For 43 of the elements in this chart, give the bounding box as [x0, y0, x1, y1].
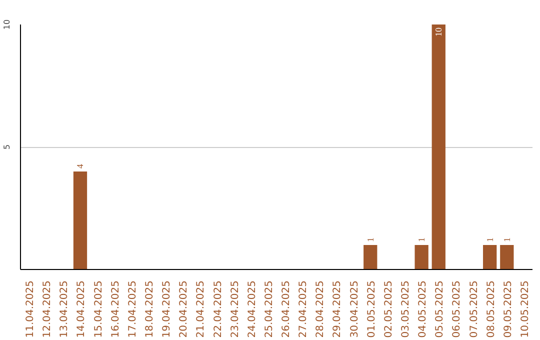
- x-tick-label: 01.05.2025: [366, 280, 378, 338]
- x-tick-label: 08.05.2025: [486, 280, 497, 338]
- data-label: 1: [502, 238, 512, 242]
- x-tick-label: 05.05.2025: [434, 280, 446, 338]
- x-tick-label: 09.05.2025: [502, 280, 514, 338]
- x-tick-label: 06.05.2025: [452, 280, 463, 338]
- x-tick-label: 23.04.2025: [230, 280, 241, 338]
- data-label: 10: [434, 27, 444, 36]
- bar: [432, 24, 446, 270]
- x-tick-label: 14.04.2025: [76, 280, 88, 338]
- bar: [414, 245, 428, 270]
- x-tick-label: 15.04.2025: [93, 280, 104, 338]
- data-label: 1: [484, 238, 495, 242]
- x-tick-label: 26.04.2025: [281, 280, 292, 338]
- x-tick-label: 30.04.2025: [349, 280, 360, 338]
- x-tick-label: 24.04.2025: [246, 280, 258, 338]
- x-tick-label: 10.05.2025: [520, 280, 531, 338]
- x-tick-label: 20.04.2025: [178, 280, 190, 338]
- x-tick-label: 13.04.2025: [59, 280, 70, 338]
- data-label: 1: [416, 238, 427, 242]
- x-tick-label: 21.04.2025: [196, 280, 207, 338]
- data-label: 1: [365, 238, 376, 242]
- x-tick-label: 25.04.2025: [264, 280, 275, 338]
- x-tick-label: 03.05.2025: [400, 280, 412, 338]
- bar: [364, 245, 378, 270]
- bar: [500, 245, 514, 270]
- x-tick-label: 11.04.2025: [25, 280, 36, 338]
- x-tick-label: 12.04.2025: [42, 280, 54, 338]
- x-tick-label: 19.04.2025: [162, 280, 173, 338]
- x-tick-label: 04.05.2025: [418, 280, 429, 338]
- x-tick-label: 18.04.2025: [144, 280, 156, 338]
- y-tick-label: 5: [2, 144, 12, 150]
- data-label: 4: [75, 164, 86, 168]
- x-tick-label: 16.04.2025: [110, 280, 122, 338]
- x-tick-label: 22.04.2025: [212, 280, 224, 338]
- x-tick-label: 29.04.2025: [332, 280, 344, 338]
- x-tick-label: 17.04.2025: [127, 280, 138, 338]
- bar: [483, 245, 497, 270]
- bar: [73, 172, 88, 270]
- x-tick-label: 27.04.2025: [298, 280, 310, 338]
- x-tick-label: 02.05.2025: [383, 280, 394, 338]
- x-tick-label: 28.04.2025: [315, 280, 326, 338]
- x-tick-label: 07.05.2025: [468, 280, 480, 338]
